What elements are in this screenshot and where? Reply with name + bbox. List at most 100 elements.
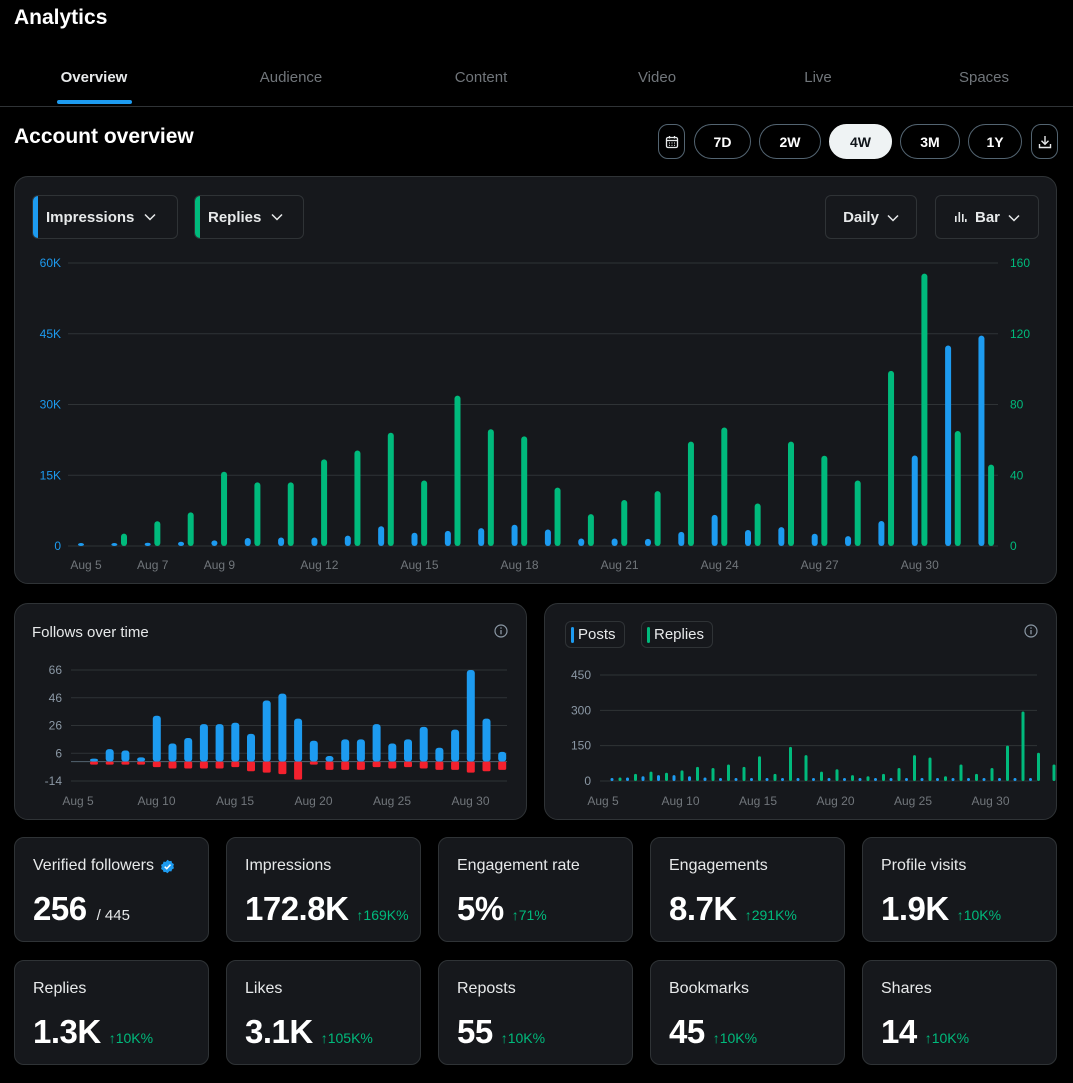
replies-bar [354, 450, 361, 546]
metric1-select[interactable]: Impressions [32, 195, 178, 239]
follow-bar [168, 743, 177, 762]
stat-value-wrap: 256 / 445 [33, 890, 130, 928]
legend-replies[interactable]: Replies [641, 621, 714, 648]
stat-value: 55 [457, 1013, 493, 1050]
impressions-bar [444, 530, 451, 546]
range-3m-button[interactable]: 3M [900, 124, 960, 159]
stat-value: 1.3K [33, 1013, 101, 1050]
x-axis-label: Aug 5 [70, 558, 102, 572]
unfollow-bar [419, 761, 428, 769]
unfollow-bar [262, 761, 271, 773]
posts-bar [657, 775, 660, 781]
follow-bar [90, 758, 98, 762]
y-tick: 66 [49, 663, 63, 677]
unfollow-bar [451, 761, 460, 770]
x-axis-label: Aug 9 [204, 558, 236, 572]
impressions-bar [478, 528, 485, 546]
posts-bar [858, 778, 862, 781]
follow-bar [199, 724, 208, 762]
replies-bar [882, 773, 885, 781]
stat-sub: / 445 [96, 907, 130, 924]
x-axis-label: Aug 27 [801, 558, 839, 572]
replies-bar [680, 770, 684, 781]
y-tick: 6 [55, 746, 62, 760]
impressions-bar [144, 542, 151, 546]
y-right-tick: 80 [1010, 398, 1024, 412]
impressions-bar [578, 538, 585, 546]
range-7d-button[interactable]: 7D [694, 124, 751, 159]
stat-value-wrap: 14 ↑10K% [881, 1013, 969, 1051]
chevron-down-icon [1008, 209, 1020, 226]
posts-bar [827, 778, 831, 781]
stat-change: ↑10K% [924, 1030, 970, 1046]
follow-bar [231, 722, 240, 762]
posts-bar [982, 778, 986, 781]
stat-value-wrap: 8.7K ↑291K% [669, 890, 797, 928]
x-axis-label: Aug 10 [661, 794, 699, 808]
range-2w-button[interactable]: 2W [759, 124, 821, 159]
x-axis-label: Aug 20 [294, 794, 332, 808]
posts-bar [951, 778, 955, 781]
y-left-tick: 15K [40, 468, 61, 482]
range-4w-button[interactable]: 4W [829, 124, 892, 159]
replies-bar [773, 773, 777, 781]
tab-overview[interactable]: Overview [60, 69, 128, 86]
metric2-select[interactable]: Replies [194, 195, 304, 239]
info-icon[interactable] [494, 624, 508, 638]
stat-value-wrap: 5% ↑71% [457, 890, 547, 928]
impressions-bar [845, 536, 852, 546]
stat-change: ↑10K% [108, 1030, 154, 1046]
posts-bar [998, 778, 1001, 781]
replies-bar [758, 756, 761, 781]
unfollow-bar [404, 761, 412, 768]
replies-bar [1037, 752, 1040, 781]
legend-posts[interactable]: Posts [565, 621, 625, 648]
follow-bar [121, 750, 130, 762]
stat-label: Profile visits [881, 857, 967, 874]
x-axis-label: Aug 20 [816, 794, 854, 808]
replies-bar [854, 480, 861, 546]
chart-type-label: Bar [974, 208, 1000, 226]
y-right-tick: 120 [1010, 327, 1030, 341]
replies-bar [988, 464, 995, 546]
replies-bar [1021, 711, 1025, 781]
range-1y-button[interactable]: 1Y [968, 124, 1022, 159]
tab-video[interactable]: Video [637, 69, 677, 86]
tab-spaces[interactable]: Spaces [958, 69, 1010, 86]
replies-bar [634, 773, 637, 781]
follow-bar [451, 729, 460, 762]
impressions-bar [678, 531, 685, 546]
stat-value: 8.7K [669, 890, 737, 927]
info-icon[interactable] [1024, 624, 1038, 638]
replies-bar [687, 441, 694, 546]
unfollow-bar [372, 761, 381, 768]
impressions-bar [945, 345, 952, 546]
replies-bar [804, 755, 808, 781]
tab-content[interactable]: Content [454, 69, 508, 86]
chart-type-select[interactable]: Bar [935, 195, 1039, 239]
interval-select[interactable]: Daily [825, 195, 917, 239]
impressions-bar [378, 526, 385, 546]
tab-audience[interactable]: Audience [259, 69, 323, 86]
follow-bar [262, 700, 271, 762]
tab-live[interactable]: Live [804, 69, 832, 86]
replies-bar [618, 777, 622, 781]
x-axis-label: Aug 24 [701, 558, 739, 572]
unfollow-bar [482, 761, 491, 772]
replies-bar [721, 427, 728, 546]
stat-value: 45 [669, 1013, 705, 1050]
stat-change: ↑10K% [500, 1030, 546, 1046]
replies-bar [387, 432, 394, 546]
download-button[interactable] [1031, 124, 1058, 159]
replies-bar [665, 772, 668, 781]
unfollow-bar [309, 761, 318, 765]
impressions-bar [211, 540, 218, 546]
main-chart: 0 15K 30K 45K 60K 0 40 80 120 160 Aug 5 Aug 7 Aug 9 A… [40, 256, 1031, 572]
x-axis-label: Aug 5 [62, 794, 94, 808]
calendar-button[interactable] [658, 124, 685, 159]
unfollow-bar [215, 761, 224, 769]
stat-card-engagements: Engagements 8.7K ↑291K% [650, 837, 845, 942]
follow-bar [435, 747, 444, 762]
x-axis-label: Aug 15 [739, 794, 777, 808]
stat-card-verified-followers: Verified followers 256 / 445 [14, 837, 209, 942]
